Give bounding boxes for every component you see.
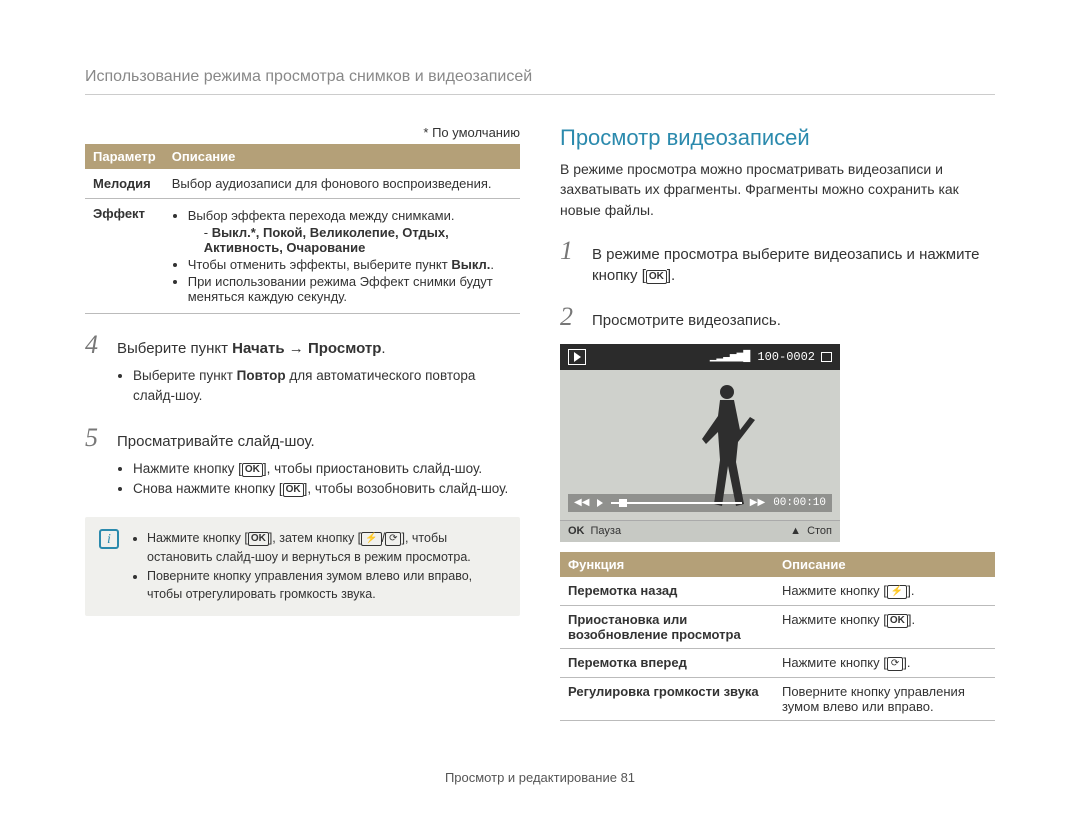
row-melody-desc: Выбор аудиозаписи для фонового воспроизв…: [164, 169, 520, 199]
time-code: 00:00:10: [773, 497, 826, 509]
table-row: Перемотка вперед Нажмите кнопку [⟳].: [560, 648, 995, 677]
fn-pause-desc: Нажмите кнопку [OK].: [774, 605, 995, 648]
th-desc: Описание: [774, 552, 995, 577]
file-counter: 100-0002: [757, 350, 832, 364]
silhouette-figure: [700, 382, 770, 512]
step-4-sub-bold: Повтор: [237, 368, 286, 383]
table-row: Эффект Выбор эффекта перехода между сним…: [85, 199, 520, 314]
table-row: Приостановка или возобновление просмотра…: [560, 605, 995, 648]
lcd-preview: ▁▂▃▅▆█ 100-0002: [560, 344, 840, 542]
progress-track: [611, 502, 741, 504]
fn-forward-label: Перемотка вперед: [560, 648, 774, 677]
signal-icon: ▁▂▃▅▆█: [710, 351, 750, 362]
step-5-text: Просматривайте слайд-шоу.: [117, 431, 315, 452]
step-1-text: В режиме просмотра выберите видеозапись …: [592, 244, 995, 286]
options-table: Параметр Описание Мелодия Выбор аудиозап…: [85, 144, 520, 314]
play-mode-icon: [568, 349, 586, 365]
rewind-icon: ◀◀: [574, 497, 589, 508]
row-effect-desc: Выбор эффекта перехода между снимками. В…: [164, 199, 520, 314]
row-melody-label: Мелодия: [85, 169, 164, 199]
effect-options: Выкл.*, Покой, Великолепие, Отдых, Актив…: [204, 225, 449, 255]
page-header: Использование режима просмотра снимков и…: [85, 68, 995, 95]
section-heading: Просмотр видеозаписей: [560, 125, 995, 151]
table-row: Перемотка назад Нажмите кнопку [⚡].: [560, 577, 995, 606]
effect-bullet1: Выбор эффекта перехода между снимками.: [188, 208, 455, 223]
functions-table: Функция Описание Перемотка назад Нажмите…: [560, 552, 995, 721]
playback-bar: ◀◀ ▶▶ 00:00:10: [568, 494, 832, 512]
step-2-text: Просмотрите видеозапись.: [592, 310, 781, 331]
step-4-bold1: Начать: [232, 340, 284, 357]
fn-forward-desc: Нажмите кнопку [⟳].: [774, 648, 995, 677]
th-function: Функция: [560, 552, 774, 577]
step-5-sub1: Нажмите кнопку [OK], чтобы приостановить…: [133, 459, 520, 479]
effect-bullet2: Чтобы отменить эффекты, выберите пункт: [188, 257, 452, 272]
step-1-number: 1: [560, 236, 582, 266]
play-icon: [597, 499, 603, 507]
step-2: 2 Просмотрите видеозапись.: [560, 302, 995, 332]
table-row: Регулировка громкости звука Поверните кн…: [560, 677, 995, 720]
step-5-sub2: Снова нажмите кнопку [OK], чтобы возобно…: [133, 479, 520, 499]
tip-1: Нажмите кнопку [OK], затем кнопку [⚡/⟳],…: [147, 529, 506, 567]
fn-pause-label: Приостановка или возобновление просмотра: [560, 605, 774, 648]
section-intro: В режиме просмотра можно просматривать в…: [560, 159, 995, 220]
th-parameter: Параметр: [85, 144, 164, 169]
info-icon: i: [99, 529, 119, 549]
table-row: Мелодия Выбор аудиозаписи для фонового в…: [85, 169, 520, 199]
page-footer: Просмотр и редактирование 81: [0, 770, 1080, 785]
row-effect-label: Эффект: [85, 199, 164, 314]
step-1: 1 В режиме просмотра выберите видеозапис…: [560, 236, 995, 286]
fn-volume-label: Регулировка громкости звука: [560, 677, 774, 720]
step-4-bold2: Просмотр: [308, 340, 381, 357]
up-icon: ▲: [790, 525, 801, 537]
fn-rewind-label: Перемотка назад: [560, 577, 774, 606]
step-4-number: 4: [85, 330, 107, 360]
tip-2: Поверните кнопку управления зумом влево …: [147, 567, 506, 605]
effect-off: Выкл.: [451, 257, 490, 272]
default-note: * По умолчанию: [85, 125, 520, 140]
th-description: Описание: [164, 144, 520, 169]
bottom-stop: Стоп: [807, 525, 832, 537]
card-icon: [821, 352, 832, 362]
bottom-pause: Пауза: [591, 525, 622, 537]
tip-box: i Нажмите кнопку [OK], затем кнопку [⚡/⟳…: [85, 517, 520, 616]
step-4-sub-prefix: Выберите пункт: [133, 368, 237, 383]
step-4-arrow: →: [289, 340, 308, 357]
step-4-prefix: Выберите пункт: [117, 340, 232, 357]
step-5: 5 Просматривайте слайд-шоу.: [85, 423, 520, 453]
step-4: 4 Выберите пункт Начать → Просмотр.: [85, 330, 520, 360]
forward-icon: ▶▶: [750, 497, 765, 508]
fn-rewind-desc: Нажмите кнопку [⚡].: [774, 577, 995, 606]
step-2-number: 2: [560, 302, 582, 332]
bottom-ok: OK: [568, 525, 585, 537]
step-5-number: 5: [85, 423, 107, 453]
fn-volume-desc: Поверните кнопку управления зумом влево …: [774, 677, 995, 720]
effect-bullet3: При использовании режима Эффект снимки б…: [188, 274, 512, 304]
